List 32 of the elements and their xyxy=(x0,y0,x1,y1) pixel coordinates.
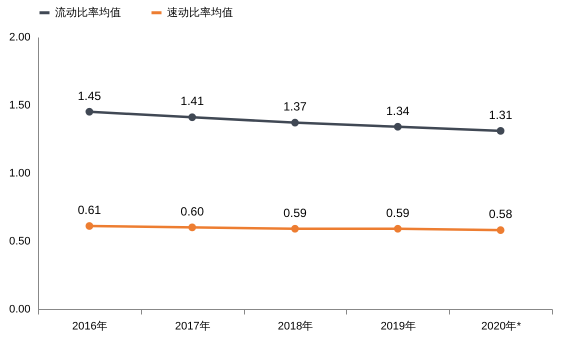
data-label: 1.45 xyxy=(78,88,102,103)
y-tick-label: 0.50 xyxy=(9,236,30,248)
point xyxy=(188,224,196,232)
point xyxy=(496,126,504,135)
data-label: 1.31 xyxy=(488,108,513,122)
legend-label: 速动比率均值 xyxy=(167,6,233,19)
point xyxy=(86,222,94,230)
point xyxy=(291,224,299,233)
x-tick-label: 2018年 xyxy=(278,320,314,332)
data-label: 0.59 xyxy=(283,206,307,220)
data-label: 1.37 xyxy=(283,100,307,114)
point xyxy=(291,118,299,127)
x-tick-label: 2020年* xyxy=(481,320,522,332)
data-label: 0.58 xyxy=(488,207,513,222)
data-label: 1.34 xyxy=(386,104,410,118)
y-tick-label: 0.00 xyxy=(9,304,30,316)
x-tick-label: 2019年 xyxy=(380,320,416,332)
point xyxy=(188,113,196,122)
legend-label: 流动比率均值 xyxy=(55,6,121,19)
point xyxy=(496,226,504,234)
x-tick-label: 2017年 xyxy=(174,320,210,332)
y-tick-label: 2.00 xyxy=(9,32,30,44)
x-tick-label: 2016年 xyxy=(72,320,108,332)
data-label: 0.61 xyxy=(78,203,102,218)
y-tick-label: 1.00 xyxy=(9,168,30,180)
data-label: 1.41 xyxy=(180,94,204,108)
point xyxy=(394,122,402,131)
point xyxy=(86,108,94,116)
y-tick-label: 1.50 xyxy=(9,100,30,112)
point xyxy=(394,224,402,233)
data-label: 0.60 xyxy=(180,204,204,218)
data-label: 0.59 xyxy=(386,206,410,220)
